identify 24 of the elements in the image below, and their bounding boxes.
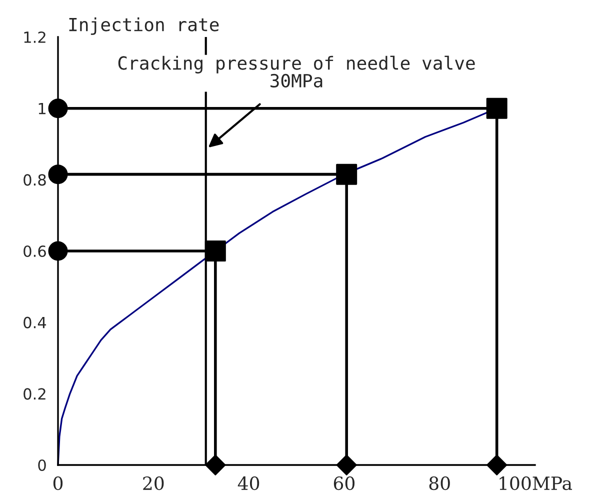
x-tick-label: 0 xyxy=(53,476,63,490)
point xyxy=(204,240,226,262)
point xyxy=(336,454,357,476)
point xyxy=(205,454,226,476)
y-tick-label: 0 xyxy=(38,459,46,472)
point xyxy=(486,98,508,119)
point xyxy=(48,98,68,118)
y-tick-label: 0.6 xyxy=(24,245,46,258)
point xyxy=(336,164,358,185)
x-tick-label: 20 xyxy=(143,476,164,490)
point xyxy=(486,454,508,476)
x-tick-label: 60 xyxy=(334,476,354,490)
point xyxy=(48,241,68,261)
x-tick-label: 100MPa xyxy=(500,476,572,490)
y-tick-label: 1 xyxy=(38,103,46,114)
y-axis-title: Injection rate xyxy=(69,17,219,35)
y-tick-label: 0.2 xyxy=(24,388,46,400)
y-tick-label: 0.4 xyxy=(24,316,46,328)
y-tick-label: 1.2 xyxy=(24,31,46,43)
annotation: Cracking pressure of needle valve 30MPa xyxy=(118,56,475,88)
x-tick-label: 40 xyxy=(238,476,260,490)
point xyxy=(48,164,68,184)
x-tick-label: 80 xyxy=(429,476,450,490)
y-tick-label: 0.8 xyxy=(24,174,46,186)
